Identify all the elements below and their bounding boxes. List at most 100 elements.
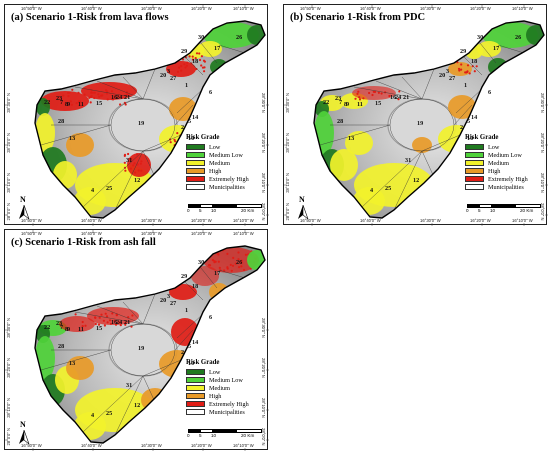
latitude-tick-label: 28°10'0" N bbox=[6, 173, 11, 193]
risk-pixel bbox=[243, 268, 246, 272]
risk-pixel bbox=[368, 91, 371, 95]
latitude-tick-label: 28°0'0" N bbox=[285, 203, 290, 221]
legend-label: Medium Low bbox=[209, 151, 243, 159]
municipality-labels: 30 17 26 29 18 3 27 20 23 7 6 22 8 9 11 15 16 24 21 1 5 28 19 2… bbox=[5, 230, 269, 451]
risk-pixel bbox=[119, 103, 122, 106]
municipality-label: 18 bbox=[192, 58, 199, 65]
municipality-label: 8 bbox=[344, 101, 348, 108]
latitude-tick-label: 28°0'0" N bbox=[6, 428, 11, 446]
legend-item: High bbox=[465, 167, 547, 175]
risk-pixel bbox=[371, 93, 374, 97]
risk-zone bbox=[352, 86, 396, 100]
municipality-label: 17 bbox=[214, 45, 221, 52]
latitude-tick-label: 28°10'0" N bbox=[6, 398, 11, 418]
latitude-tick-label: 28°10'0" N bbox=[540, 173, 545, 193]
risk-pixel bbox=[377, 91, 380, 94]
north-arrow-shape bbox=[23, 430, 30, 445]
legend-swatch bbox=[465, 176, 484, 182]
scale-segment bbox=[236, 429, 262, 433]
risk-pixel bbox=[180, 65, 183, 68]
legend-label: High bbox=[209, 392, 222, 400]
municipality-label: 30 bbox=[477, 34, 484, 41]
municipality-label: 26 bbox=[236, 259, 243, 266]
risk-pixel bbox=[102, 319, 105, 322]
risk-pixel bbox=[223, 269, 226, 272]
municipality-label: 5 bbox=[467, 118, 471, 125]
latitude-tick-label: 28°30'0" N bbox=[261, 93, 266, 113]
risk-layer bbox=[35, 22, 265, 215]
risk-zone bbox=[203, 22, 259, 48]
risk-zone bbox=[198, 41, 222, 57]
risk-zone bbox=[345, 131, 373, 155]
scale-label: 10 bbox=[490, 208, 496, 213]
legend-swatch bbox=[465, 160, 484, 166]
legend-item: Municipalities bbox=[186, 183, 268, 191]
longitude-tick-label: 16°10'0" W bbox=[233, 443, 254, 448]
risk-legend: Risk Grade Low Medium Low Medium High Extreme… bbox=[186, 134, 268, 191]
risk-pixel bbox=[195, 52, 199, 55]
risk-pixel bbox=[231, 264, 235, 267]
longitude-tick-label: 16°30'0" W bbox=[420, 6, 441, 11]
legend-label: Medium bbox=[209, 159, 230, 167]
risk-pixel bbox=[194, 57, 197, 60]
longitude-tick-label: 16°40'0" W bbox=[81, 218, 102, 223]
risk-pixel bbox=[397, 98, 400, 101]
risk-pixel bbox=[140, 169, 143, 172]
municipality-label: 28 bbox=[58, 343, 65, 350]
risk-pixel bbox=[229, 263, 232, 266]
legend-label: Low bbox=[209, 143, 221, 151]
scale-label: 10 bbox=[211, 208, 217, 213]
municipality-label: 4 bbox=[91, 412, 95, 419]
municipality-labels: 30 17 26 29 18 3 27 20 23 7 6 22 8 9 11 15 16 24 21 1 5 28 19 2… bbox=[284, 5, 548, 226]
legend-item: Medium bbox=[186, 159, 268, 167]
risk-pixel bbox=[362, 97, 365, 100]
longitude-tick-label: 16°10'0" W bbox=[512, 6, 533, 11]
legend-label: Municipalities bbox=[209, 183, 245, 191]
scale-label: 20 Km bbox=[241, 433, 255, 438]
risk-pixel bbox=[358, 98, 362, 101]
longitude-tick-label: 16°30'0" W bbox=[141, 218, 162, 223]
risk-pixel bbox=[134, 171, 137, 174]
municipality-label: 9 bbox=[67, 101, 71, 108]
scale-label: 20 Km bbox=[520, 208, 534, 213]
risk-pixel bbox=[129, 167, 132, 170]
scale-label: 5 bbox=[199, 208, 202, 213]
risk-pixel bbox=[217, 253, 220, 256]
north-arrow-shape bbox=[23, 205, 30, 220]
municipality-label: 3 bbox=[167, 68, 171, 75]
risk-pixel bbox=[100, 313, 103, 316]
municipality-label: 16 bbox=[390, 94, 397, 101]
risk-pixel bbox=[218, 266, 221, 269]
risk-pixel bbox=[106, 98, 109, 101]
risk-pixel bbox=[198, 58, 202, 62]
island-coastline bbox=[313, 20, 545, 219]
latitude-tick-label: 28°0'0" N bbox=[540, 203, 545, 221]
municipality-label: 19 bbox=[138, 345, 145, 352]
legend-swatch bbox=[186, 184, 205, 190]
risk-pixel bbox=[133, 162, 136, 165]
risk-pixel bbox=[118, 321, 121, 324]
legend-label: Extremely High bbox=[488, 175, 528, 183]
legend-item: Medium bbox=[186, 384, 268, 392]
scale-label: 5 bbox=[199, 433, 202, 438]
scale-bar: 0 5 10 20 Km bbox=[187, 202, 263, 222]
legend-item: Extremely High bbox=[186, 400, 268, 408]
scale-label: 20 Km bbox=[241, 208, 255, 213]
municipality-label: 12 bbox=[413, 177, 420, 184]
municipality-label: 13 bbox=[348, 135, 355, 142]
municipality-boundaries bbox=[40, 267, 246, 436]
north-arrow-icon: N bbox=[296, 195, 310, 221]
risk-pixel bbox=[137, 169, 140, 172]
risk-zone bbox=[330, 149, 358, 181]
latitude-tick-label: 28°20'0" N bbox=[261, 133, 266, 153]
municipality-label: 2 bbox=[181, 349, 185, 356]
island-coastline bbox=[34, 20, 266, 219]
risk-pixel bbox=[89, 101, 92, 104]
legend-swatch bbox=[186, 393, 205, 399]
legend-title: Risk Grade bbox=[465, 134, 499, 141]
longitude-tick-label: 16°30'0" W bbox=[141, 6, 162, 11]
legend-label: High bbox=[488, 167, 501, 175]
risk-pixel bbox=[62, 94, 65, 97]
risk-zone bbox=[166, 61, 196, 77]
municipality-label: 19 bbox=[417, 120, 424, 127]
